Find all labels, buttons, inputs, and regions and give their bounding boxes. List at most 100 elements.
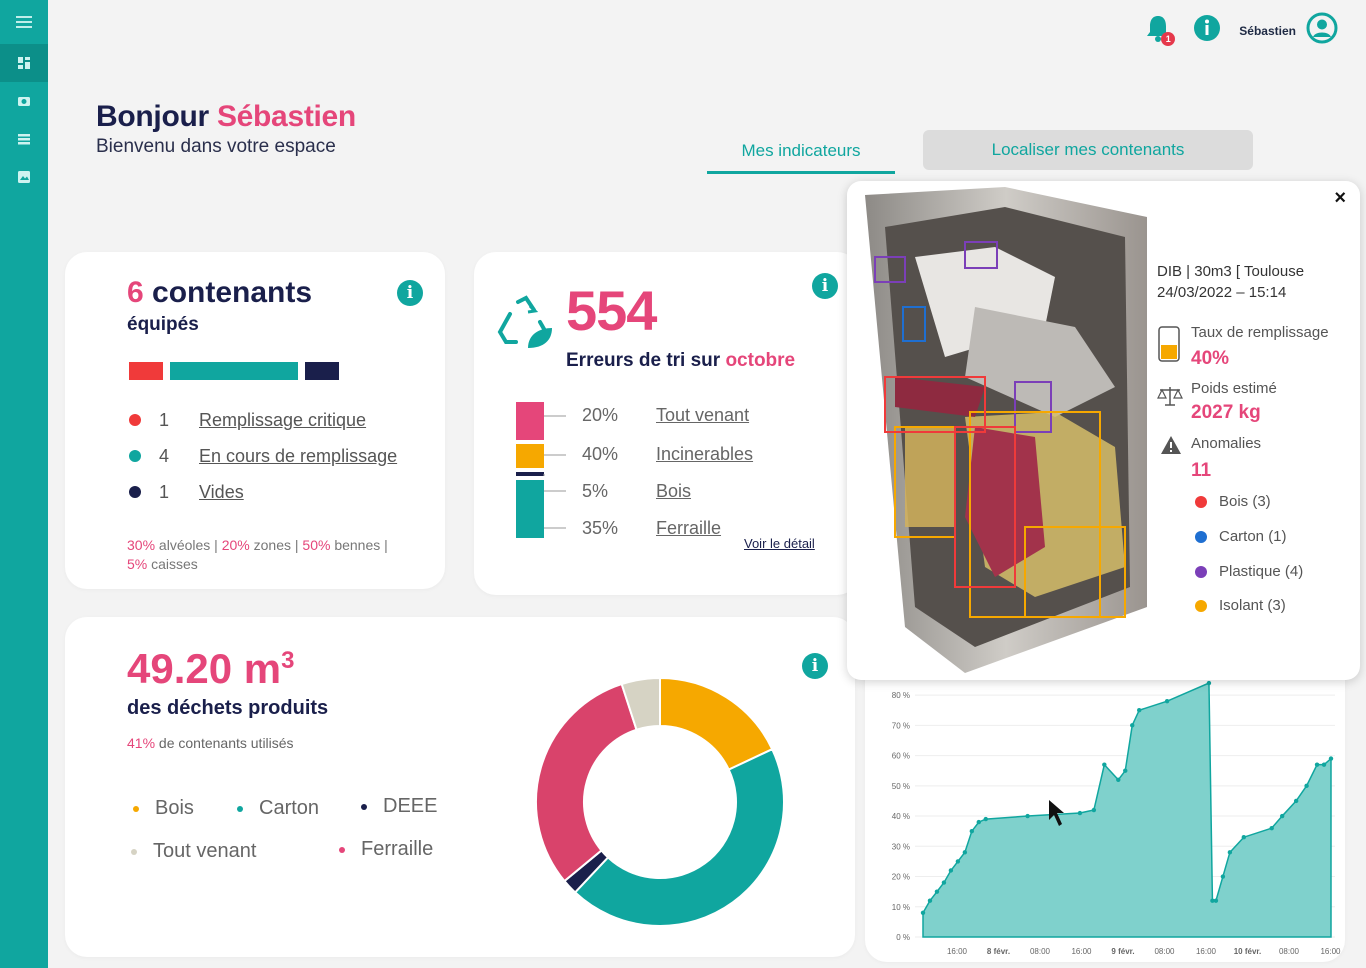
- recycle-icon: [497, 295, 552, 348]
- anomaly-item: Plastique (4): [1195, 563, 1303, 580]
- fill-point[interactable]: [962, 850, 968, 855]
- error-row[interactable]: 20% Tout venant: [582, 405, 749, 426]
- fill-point[interactable]: [1091, 807, 1097, 813]
- waste-legend-item: Bois: [133, 797, 194, 820]
- fill-point[interactable]: [1269, 825, 1274, 831]
- teal-dot-icon: [237, 805, 243, 812]
- legend-row-empty[interactable]: 1 Vides: [129, 474, 397, 510]
- fill-point[interactable]: [1025, 813, 1030, 819]
- waste-legend-item: DEEE: [361, 795, 437, 818]
- close-button[interactable]: ×: [1334, 187, 1346, 209]
- tab-locate-containers[interactable]: Localiser mes contenants: [923, 130, 1253, 170]
- notifications-button[interactable]: 1: [1145, 14, 1176, 48]
- anomaly-item: Isolant (3): [1195, 597, 1286, 614]
- fill-point[interactable]: [1213, 898, 1219, 903]
- error-label[interactable]: Tout venant: [656, 405, 750, 425]
- errors-detail-link[interactable]: Voir le détail: [744, 536, 815, 551]
- greeting-hello: Bonjour: [96, 100, 209, 133]
- fill-point[interactable]: [983, 816, 988, 822]
- breakdown-pct: 30%: [127, 537, 156, 553]
- errors-info-icon[interactable]: i: [812, 273, 838, 299]
- user-avatar-button[interactable]: [1306, 12, 1338, 49]
- fill-point[interactable]: [1102, 762, 1107, 767]
- fill-point[interactable]: [1241, 835, 1247, 840]
- legend-row-filling[interactable]: 4 En cours de remplissage: [129, 438, 397, 474]
- fill-point[interactable]: [1210, 898, 1215, 903]
- error-label[interactable]: Ferraille: [656, 518, 722, 538]
- tab-indicators[interactable]: Mes indicateurs: [707, 134, 895, 174]
- fill-point[interactable]: [1206, 680, 1212, 686]
- fill-point[interactable]: [1279, 813, 1285, 819]
- info-button[interactable]: [1193, 14, 1221, 47]
- fill-point[interactable]: [1220, 874, 1226, 879]
- sidebar: [0, 0, 48, 968]
- breakdown-label: zones |: [249, 537, 303, 553]
- waste-info-icon[interactable]: i: [802, 653, 828, 679]
- error-pct: 35%: [582, 518, 619, 538]
- errors-month: octobre: [725, 350, 796, 371]
- error-label[interactable]: Incinerables: [656, 444, 754, 464]
- fill-point[interactable]: [941, 880, 947, 885]
- fill-point[interactable]: [969, 828, 975, 834]
- error-row[interactable]: 40% Incinerables: [582, 444, 753, 465]
- error-row[interactable]: 35% Ferraille: [582, 518, 721, 539]
- containers-title-text: contenants: [152, 276, 313, 309]
- popup-header: DIB | 30m3 [ Toulouse 24/03/2022 – 15:14: [1157, 261, 1304, 303]
- greeting-title: Bonjour Sébastien: [96, 100, 356, 134]
- legend-link[interactable]: Vides: [199, 481, 244, 502]
- fill-point[interactable]: [976, 819, 981, 825]
- notification-badge: 1: [1161, 31, 1176, 46]
- waste-legend-label: DEEE: [383, 795, 438, 817]
- breakdown-label: alvéoles |: [155, 537, 222, 553]
- fill-point[interactable]: [927, 898, 933, 903]
- fill-point[interactable]: [1227, 850, 1233, 855]
- beige-dot-icon: [131, 848, 137, 855]
- fill-point[interactable]: [1116, 777, 1121, 782]
- menu-button[interactable]: [0, 0, 48, 44]
- fill-point[interactable]: [1321, 762, 1327, 767]
- camera-icon: [18, 97, 30, 106]
- anomaly-label: Isolant (3): [1219, 597, 1286, 614]
- donut-slice-ferraille[interactable]: [535, 682, 638, 883]
- fill-point[interactable]: [1328, 756, 1334, 761]
- x-tick-label: 16:00: [947, 947, 968, 956]
- x-tick-label: 08:00: [1030, 947, 1051, 956]
- scale-icon: [1157, 387, 1183, 406]
- avatar-icon: [1306, 12, 1338, 44]
- y-tick-label: 0 %: [896, 933, 910, 942]
- fill-point[interactable]: [955, 859, 961, 864]
- y-tick-label: 30 %: [892, 842, 910, 851]
- fill-point[interactable]: [1164, 698, 1170, 704]
- y-tick-label: 80 %: [892, 691, 910, 700]
- errors-stacked-bar: [516, 402, 566, 538]
- donut-slice-carton[interactable]: [573, 747, 785, 927]
- donut-slice-tout-venant[interactable]: [620, 676, 661, 731]
- error-row[interactable]: 5% Bois: [582, 481, 691, 502]
- sidebar-item-camera[interactable]: [0, 82, 48, 120]
- weight-label: Poids estimé: [1191, 380, 1277, 397]
- sidebar-item-list[interactable]: [0, 120, 48, 158]
- fill-point[interactable]: [948, 868, 954, 873]
- error-label[interactable]: Bois: [656, 481, 692, 501]
- legend-link[interactable]: En cours de remplissage: [199, 445, 398, 466]
- anomalies-label: Anomalies: [1191, 435, 1262, 452]
- donut-slice-bois[interactable]: [659, 676, 774, 771]
- user-name[interactable]: Sébastien: [1239, 23, 1296, 38]
- fill-point[interactable]: [1123, 768, 1128, 773]
- sidebar-item-dashboard[interactable]: [0, 44, 48, 82]
- fill-point[interactable]: [1130, 723, 1135, 728]
- fill-point[interactable]: [934, 889, 940, 894]
- sorting-errors-card: 554 Erreurs de tri sur octobre i 20% Tout…: [474, 252, 859, 595]
- legend-link[interactable]: Remplissage critique: [199, 409, 367, 430]
- sidebar-item-reports[interactable]: [0, 158, 48, 196]
- fill-level-icon: [1158, 326, 1180, 362]
- fill-point[interactable]: [1304, 783, 1309, 789]
- waste-card: 49.20 m3 des déchets produits 41% de con…: [65, 617, 855, 957]
- legend-row-critical[interactable]: 1 Remplissage critique: [129, 402, 397, 438]
- fill-point[interactable]: [920, 910, 926, 916]
- fill-point[interactable]: [1314, 762, 1320, 767]
- fill-point[interactable]: [1293, 798, 1299, 804]
- containers-info-icon[interactable]: i: [397, 280, 423, 306]
- fill-point[interactable]: [1077, 810, 1083, 816]
- fill-point[interactable]: [1137, 708, 1142, 713]
